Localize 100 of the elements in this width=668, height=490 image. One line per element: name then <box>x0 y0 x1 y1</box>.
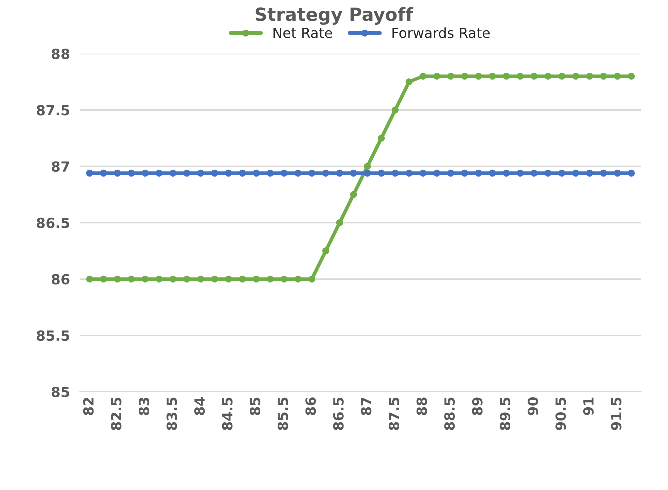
point <box>86 170 94 177</box>
x-tick-label: 87.5 <box>388 398 400 430</box>
y-tick-label: 86 <box>52 274 70 285</box>
point <box>475 170 482 177</box>
point <box>448 170 454 177</box>
x-tick-label: 82 <box>83 398 94 416</box>
point <box>503 72 510 80</box>
point <box>434 170 441 177</box>
point <box>628 72 636 80</box>
x-tick-label: 89 <box>472 398 483 416</box>
point <box>336 219 344 226</box>
point <box>378 170 386 177</box>
point <box>114 170 122 177</box>
legend-label: Net Rate <box>274 28 332 38</box>
x-tick-label: 86 <box>306 398 316 416</box>
chart-title: Strategy Payoff <box>256 7 414 25</box>
point <box>211 276 218 283</box>
point <box>86 276 94 283</box>
point <box>280 170 288 177</box>
point <box>142 170 149 177</box>
point <box>114 276 122 283</box>
point <box>530 72 538 80</box>
point <box>392 106 399 114</box>
point <box>378 134 386 142</box>
x-tick-label: 83 <box>138 398 150 416</box>
point <box>225 170 232 177</box>
point <box>364 170 372 177</box>
point <box>322 248 330 255</box>
point <box>128 170 136 177</box>
point <box>198 170 204 177</box>
x-tick-label: 89.5 <box>500 398 511 430</box>
point <box>614 72 622 80</box>
point <box>461 170 468 177</box>
point <box>420 170 427 177</box>
point <box>170 170 177 177</box>
x-tick-label: 88.5 <box>444 398 456 430</box>
point <box>350 191 358 198</box>
point <box>225 276 232 283</box>
point <box>614 170 622 177</box>
point <box>294 276 302 283</box>
x-tick-label: 91 <box>583 398 594 416</box>
x-tick-label: 91.5 <box>611 398 622 430</box>
point <box>266 276 274 283</box>
point <box>253 276 260 283</box>
point <box>530 170 538 177</box>
point <box>211 170 218 177</box>
point <box>586 170 594 177</box>
point <box>156 170 163 177</box>
point <box>100 276 108 283</box>
x-tick-label: 85.5 <box>278 398 288 430</box>
point <box>128 276 136 283</box>
point <box>308 170 316 177</box>
x-tick-label: 85 <box>250 398 261 416</box>
x-tick-label: 84 <box>194 398 206 416</box>
point <box>628 170 636 177</box>
point <box>364 163 372 170</box>
y-tick-label: 87.5 <box>37 105 70 116</box>
point <box>308 276 316 283</box>
point <box>184 276 191 283</box>
point <box>239 276 246 283</box>
x-tick-label: 87 <box>361 398 372 416</box>
point <box>406 78 413 86</box>
point <box>406 170 413 177</box>
point <box>322 170 330 177</box>
point <box>544 72 552 80</box>
point <box>294 170 302 177</box>
x-tick-label: 90.5 <box>556 398 566 430</box>
point <box>336 170 344 177</box>
point <box>142 276 149 283</box>
point <box>392 170 399 177</box>
x-tick-label: 90 <box>528 398 538 416</box>
point <box>198 276 204 283</box>
y-tick-label: 86.5 <box>37 218 70 228</box>
point <box>461 72 468 80</box>
point <box>516 72 524 80</box>
x-tick-label: 86.5 <box>333 398 344 430</box>
y-tick-label: 88 <box>52 48 70 60</box>
point <box>434 72 441 80</box>
point <box>558 170 566 177</box>
point <box>156 276 163 283</box>
point <box>516 170 524 177</box>
point <box>586 72 594 80</box>
point <box>184 170 191 177</box>
x-tick-label: 84.5 <box>222 398 233 430</box>
point <box>572 170 580 177</box>
point <box>600 170 608 177</box>
point <box>420 72 427 80</box>
x-tick-label: 88 <box>416 398 428 416</box>
point <box>503 170 510 177</box>
point <box>448 72 454 80</box>
point <box>100 170 108 177</box>
point <box>600 72 608 80</box>
point <box>489 72 496 80</box>
legend-label: Forwards Rate <box>392 28 490 38</box>
point <box>253 170 260 177</box>
x-tick-label: 82.5 <box>111 398 122 430</box>
point <box>280 276 288 283</box>
point <box>170 276 177 283</box>
point <box>475 72 482 80</box>
y-tick-label: 87 <box>52 162 70 172</box>
